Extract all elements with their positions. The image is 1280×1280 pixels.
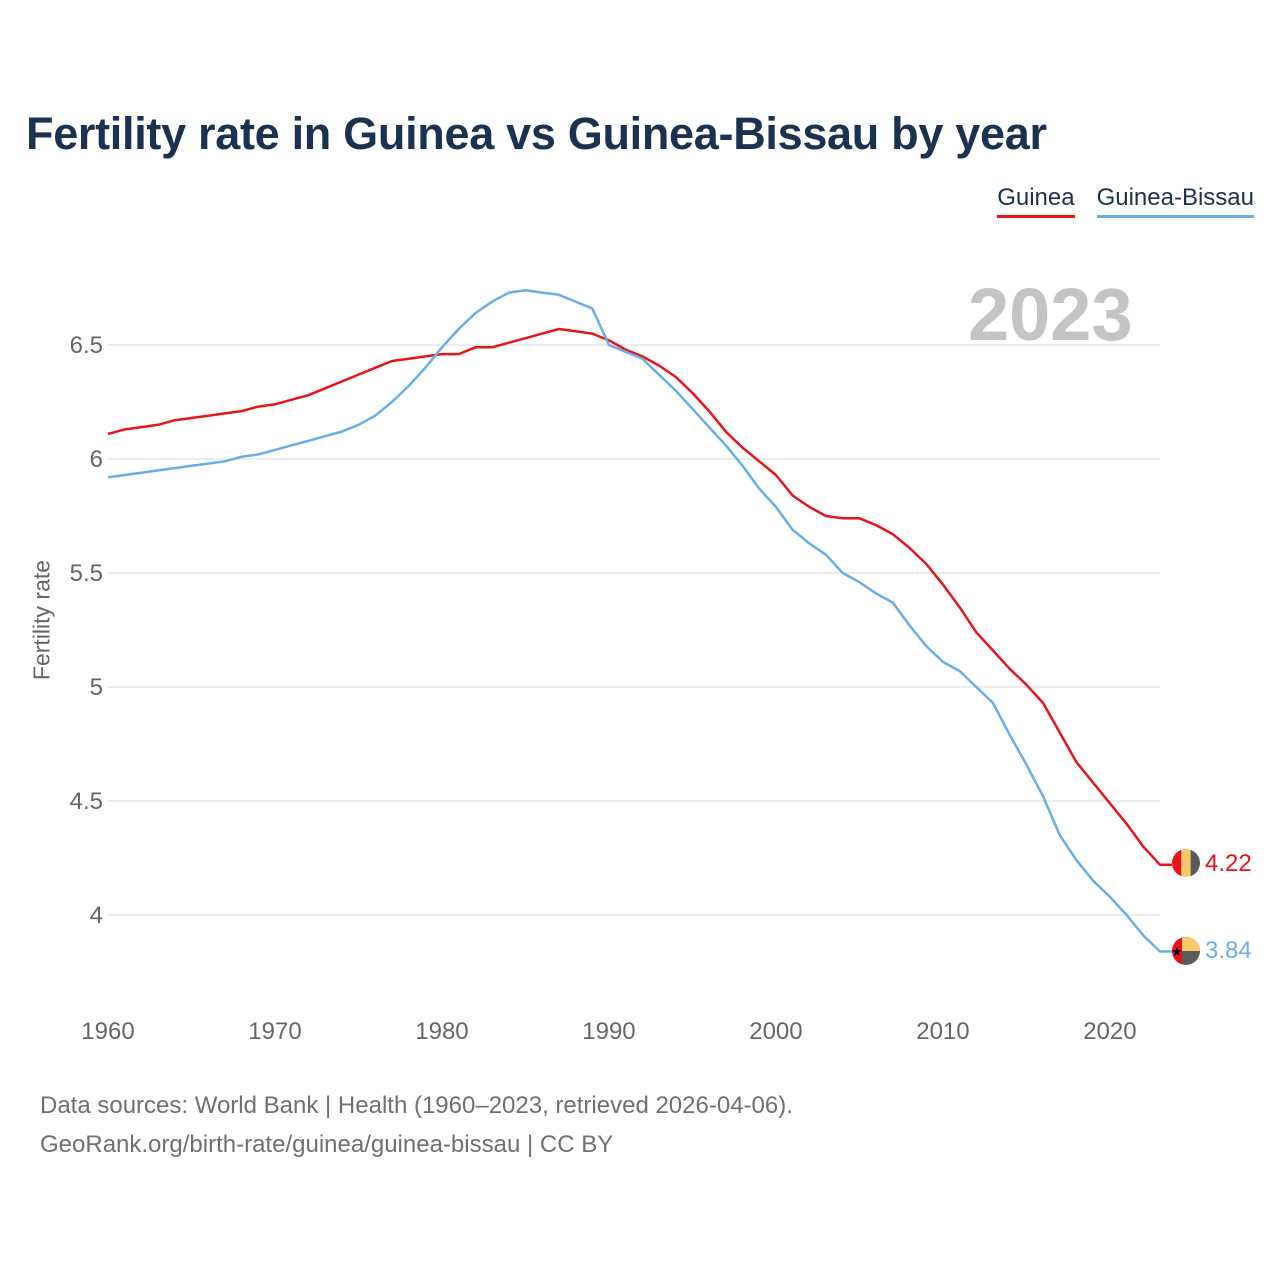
y-tick-label: 5 (90, 674, 103, 701)
y-tick-label: 4.5 (70, 788, 103, 815)
y-tick-label: 4 (90, 902, 103, 929)
x-tick-label: 1970 (248, 1018, 301, 1045)
guinea-flag-icon (1172, 849, 1200, 877)
y-tick-label: 6 (90, 446, 103, 473)
y-axis-ticks: 4 4.5 5 5.5 6 6.5 (70, 332, 103, 929)
x-tick-label: 1980 (415, 1018, 468, 1045)
series-line-guinea (107, 327, 1172, 867)
guinea-bissau-flag-icon: ★ (1171, 937, 1200, 965)
footer-sources: Data sources: World Bank | Health (1960–… (40, 1092, 793, 1119)
series-lines (107, 289, 1172, 953)
svg-text:★: ★ (1171, 945, 1183, 960)
legend-item-guinea[interactable]: Guinea (997, 184, 1075, 218)
footer: Data sources: World Bank | Health (1960–… (40, 1086, 793, 1164)
footer-url: GeoRank.org/birth-rate/guinea/guinea-bis… (40, 1131, 614, 1158)
y-tick-label: 6.5 (70, 332, 103, 359)
chart-title: Fertility rate in Guinea vs Guinea-Bissa… (26, 108, 1047, 159)
x-axis-ticks: 1960 1970 1980 1990 2000 2010 2020 (81, 1018, 1136, 1045)
legend-item-guinea-bissau[interactable]: Guinea-Bissau (1096, 184, 1254, 218)
series-line-guinea-bissau (107, 289, 1172, 953)
gridlines (108, 344, 1160, 916)
end-label-guinea-bissau: 3.84 (1205, 937, 1252, 964)
line-chart: 4 4.5 5 5.5 6 6.5 1960 1970 1980 1990 2000 2010 202… (70, 289, 1252, 1045)
x-tick-label: 2020 (1083, 1018, 1136, 1045)
legend: Guinea Guinea-Bissau (997, 184, 1254, 218)
y-tick-label: 5.5 (70, 560, 103, 587)
x-tick-label: 1990 (582, 1018, 635, 1045)
year-watermark: 2023 (968, 273, 1133, 356)
x-tick-label: 2000 (749, 1018, 802, 1045)
end-label-guinea: 4.22 (1205, 850, 1252, 877)
x-tick-label: 2010 (916, 1018, 969, 1045)
x-tick-label: 1960 (81, 1018, 134, 1045)
